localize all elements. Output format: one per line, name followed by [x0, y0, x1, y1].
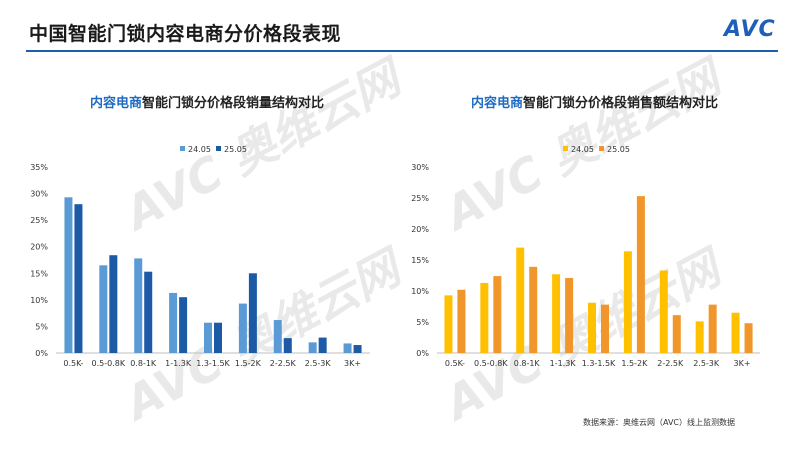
- bar-24.05-0.5-0.8K: [99, 265, 108, 353]
- y-tick-label: 0%: [416, 349, 429, 358]
- bar-24.05-2-2.5K: [273, 320, 282, 353]
- bar-24.05-3K+: [731, 312, 740, 353]
- bar-25.05-2.5-3K: [318, 337, 327, 353]
- revenue-bar-chart: 24.05 25.05 0% 5% 10% 15% 20% 25% 30% 0.5K- 0.5-0.…: [411, 145, 760, 368]
- x-tick-label: 1.3-1.5K: [196, 359, 230, 368]
- x-tick-label: 0.5K-: [63, 359, 83, 368]
- y-tick-label: 10%: [411, 287, 429, 296]
- bar-25.05-2-2.5K: [672, 315, 681, 353]
- bar-25.05-0.5K-: [457, 289, 466, 353]
- bar-25.05-0.5K-: [74, 204, 83, 353]
- x-tick-label: 1-1.3K: [550, 359, 577, 368]
- x-tick-label: 3K+: [734, 359, 751, 368]
- legend-label-25.05: 25.05: [607, 145, 630, 154]
- bar-24.05-0.8-1K: [134, 258, 143, 353]
- chart-title-revenue: 内容电商智能门锁分价格段销售额结构对比: [471, 92, 718, 111]
- legend-label-25.05: 25.05: [224, 145, 247, 154]
- legend-swatch-25.05: [599, 146, 604, 151]
- y-tick-label: 15%: [30, 269, 48, 278]
- x-tick-label: 2.5-3K: [693, 359, 720, 368]
- bar-24.05-1-1.3K: [552, 274, 561, 353]
- bar-25.05-1.5-2K: [248, 273, 257, 353]
- bar-25.05-0.8-1K: [144, 271, 153, 353]
- bar-24.05-1.3-1.5K: [204, 322, 212, 353]
- chart-title-highlight: 内容电商: [90, 96, 143, 111]
- bar-25.05-2.5-3K: [708, 304, 717, 353]
- chart-title-highlight: 内容电商: [471, 96, 524, 111]
- y-tick-label: 5%: [35, 322, 48, 331]
- y-tick-label: 30%: [30, 190, 48, 199]
- bar-25.05-3K+: [353, 345, 362, 353]
- bar-24.05-0.8-1K: [516, 247, 525, 353]
- y-tick-label: 20%: [30, 243, 48, 252]
- bar-24.05-0.5K-: [64, 197, 73, 353]
- chart-title-text: 智能门锁分价格段销售额结构对比: [523, 96, 719, 111]
- x-tick-label: 2.5-3K: [305, 359, 332, 368]
- bar-24.05-0.5-0.8K: [480, 282, 489, 353]
- x-tick-label: 1.5-2K: [621, 359, 648, 368]
- x-tick-label: 0.8-1K: [130, 359, 157, 368]
- y-tick-label: 10%: [30, 296, 48, 305]
- bar-25.05-0.5-0.8K: [493, 276, 502, 353]
- bar-24.05-1-1.3K: [169, 292, 178, 353]
- bar-24.05-1.5-2K: [238, 303, 247, 353]
- bar-24.05-2.5-3K: [695, 321, 704, 353]
- x-tick-label: 2-2.5K: [657, 359, 684, 368]
- legend-swatch-25.05: [216, 146, 221, 151]
- bar-25.05-1-1.3K: [565, 277, 574, 353]
- y-tick-label: 25%: [30, 216, 48, 225]
- x-tick-label: 1.3-1.5K: [582, 359, 616, 368]
- legend-label-24.05: 24.05: [188, 145, 211, 154]
- bar-25.05-2-2.5K: [283, 338, 292, 353]
- y-tick-label: 30%: [411, 163, 429, 172]
- bar-24.05-1.5-2K: [623, 251, 632, 353]
- x-tick-label: 0.5K-: [445, 359, 465, 368]
- y-tick-label: 35%: [30, 163, 48, 172]
- bar-24.05-2.5-3K: [308, 342, 317, 353]
- legend-swatch-24.05: [180, 146, 185, 151]
- bar-24.05-2-2.5K: [659, 270, 668, 353]
- avc-logo: AVC: [724, 17, 776, 42]
- y-tick-label: 20%: [411, 225, 429, 234]
- y-tick-label: 15%: [411, 256, 429, 265]
- data-source-note: 数据来源：奥维云网（AVC）线上监测数据: [583, 418, 736, 427]
- bar-25.05-3K+: [744, 323, 753, 353]
- x-tick-label: 1.5-2K: [235, 359, 262, 368]
- x-tick-label: 3K+: [344, 359, 361, 368]
- bar-25.05-0.5-0.8K: [109, 255, 118, 353]
- bar-25.05-0.8-1K: [529, 266, 538, 353]
- page-title: 中国智能门锁内容电商分价格段表现: [29, 23, 342, 45]
- bar-24.05-3K+: [343, 343, 352, 353]
- chart-title-text: 智能门锁分价格段销量结构对比: [142, 96, 325, 111]
- y-tick-label: 0%: [35, 349, 48, 358]
- y-tick-label: 25%: [411, 194, 429, 203]
- bar-25.05-1.3-1.5K: [601, 304, 609, 353]
- bar-25.05-1.5-2K: [636, 196, 645, 353]
- bar-24.05-1.3-1.5K: [588, 302, 596, 353]
- x-tick-label: 0.8-1K: [514, 359, 541, 368]
- x-tick-label: 1-1.3K: [165, 359, 192, 368]
- bar-25.05-1-1.3K: [179, 297, 188, 353]
- x-tick-label: 0.5-0.8K: [474, 359, 508, 368]
- x-tick-label: 0.5-0.8K: [92, 359, 126, 368]
- volume-bar-chart: 24.05 25.05 0% 5% 10% 15% 20% 25% 30% 35% 0.5K- 0.5…: [30, 145, 370, 368]
- y-tick-label: 5%: [416, 318, 429, 327]
- legend-swatch-24.05: [563, 146, 568, 151]
- header: 中国智能门锁内容电商分价格段表现 AVC: [0, 0, 800, 52]
- x-tick-label: 2-2.5K: [270, 359, 297, 368]
- legend-label-24.05: 24.05: [571, 145, 594, 154]
- chart-title-volume: 内容电商智能门锁分价格段销量结构对比: [90, 92, 324, 111]
- header-divider: [26, 50, 778, 52]
- bar-24.05-0.5K-: [444, 295, 453, 353]
- bar-25.05-1.3-1.5K: [214, 322, 222, 353]
